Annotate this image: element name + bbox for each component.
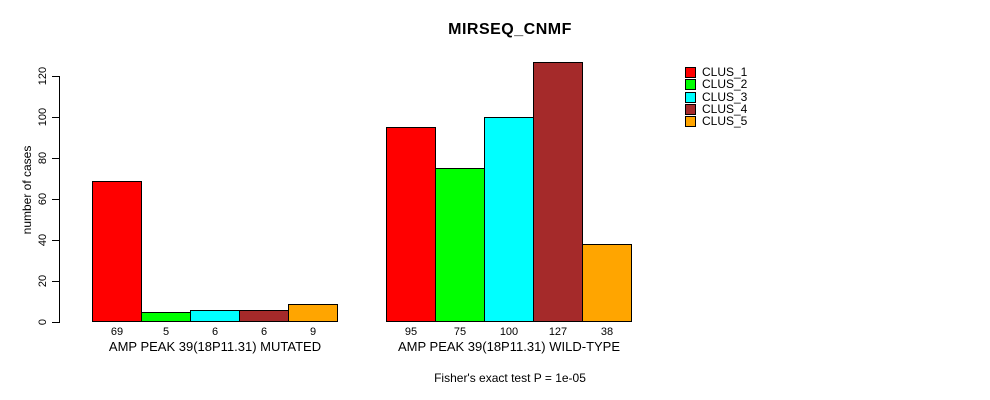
legend-swatch-clus_2 xyxy=(685,78,696,90)
legend-label: CLUS_1 xyxy=(702,65,748,79)
y-tick xyxy=(52,280,59,282)
y-tick-label: 120 xyxy=(37,66,49,86)
bar-clus_3-group2 xyxy=(484,117,534,322)
bar-clus_5-group1 xyxy=(288,303,338,322)
y-tick-label: 80 xyxy=(37,151,49,165)
group-label-wild-type: AMP PEAK 39(18P11.31) WILD-TYPE xyxy=(397,339,621,354)
legend: CLUS_1 CLUS_2 CLUS_3 CLUS_4 CLUS_5 xyxy=(685,66,805,136)
group-label-mutated: AMP PEAK 39(18P11.31) MUTATED xyxy=(108,339,322,354)
bar-value-label: 127 xyxy=(548,326,568,338)
bar-value-label: 6 xyxy=(260,326,268,338)
bar-value-label: 38 xyxy=(600,326,614,338)
legend-item-clus_5: CLUS_5 xyxy=(685,115,747,127)
bar-clus_2-group1 xyxy=(141,311,191,322)
y-tick xyxy=(52,321,59,323)
y-axis-line xyxy=(59,76,60,323)
legend-label: CLUS_4 xyxy=(702,102,748,116)
chart-title: MIRSEQ_CNMF xyxy=(448,21,572,38)
y-tick-label: 20 xyxy=(37,274,49,288)
bar-clus_4-group2 xyxy=(533,61,583,322)
bar-value-label: 6 xyxy=(211,326,219,338)
legend-label: CLUS_3 xyxy=(702,90,748,104)
bar-value-label: 9 xyxy=(309,326,317,338)
legend-swatch-clus_5 xyxy=(685,115,696,127)
bar-value-label: 100 xyxy=(499,326,519,338)
legend-label: CLUS_2 xyxy=(702,77,748,91)
legend-item-clus_3: CLUS_3 xyxy=(685,91,747,103)
y-tick-label: 40 xyxy=(37,233,49,247)
bar-value-label: 5 xyxy=(162,326,170,338)
bar-value-label: 75 xyxy=(453,326,467,338)
bar-clus_5-group2 xyxy=(582,244,632,322)
y-tick-label: 0 xyxy=(37,318,49,326)
bar-clus_4-group1 xyxy=(239,309,289,322)
y-tick xyxy=(52,116,59,118)
bar-clus_2-group2 xyxy=(435,168,485,322)
legend-swatch-clus_4 xyxy=(685,103,696,115)
legend-item-clus_2: CLUS_2 xyxy=(685,78,747,90)
y-tick-label: 60 xyxy=(37,192,49,206)
legend-item-clus_4: CLUS_4 xyxy=(685,103,747,115)
legend-swatch-clus_1 xyxy=(685,66,696,78)
bar-clus_1-group1 xyxy=(92,180,142,322)
y-tick xyxy=(52,239,59,241)
legend-label: CLUS_5 xyxy=(702,114,748,128)
bar-value-label: 95 xyxy=(404,326,418,338)
fisher-test-annotation: Fisher's exact test P = 1e-05 xyxy=(434,371,586,385)
legend-swatch-clus_3 xyxy=(685,91,696,103)
y-tick-label: 100 xyxy=(37,107,49,127)
bar-clus_1-group2 xyxy=(386,127,436,322)
y-tick xyxy=(52,198,59,200)
legend-item-clus_1: CLUS_1 xyxy=(685,66,747,78)
y-tick xyxy=(52,157,59,159)
y-tick xyxy=(52,75,59,77)
bar-clus_3-group1 xyxy=(190,309,240,322)
bar-value-label: 69 xyxy=(110,326,124,338)
